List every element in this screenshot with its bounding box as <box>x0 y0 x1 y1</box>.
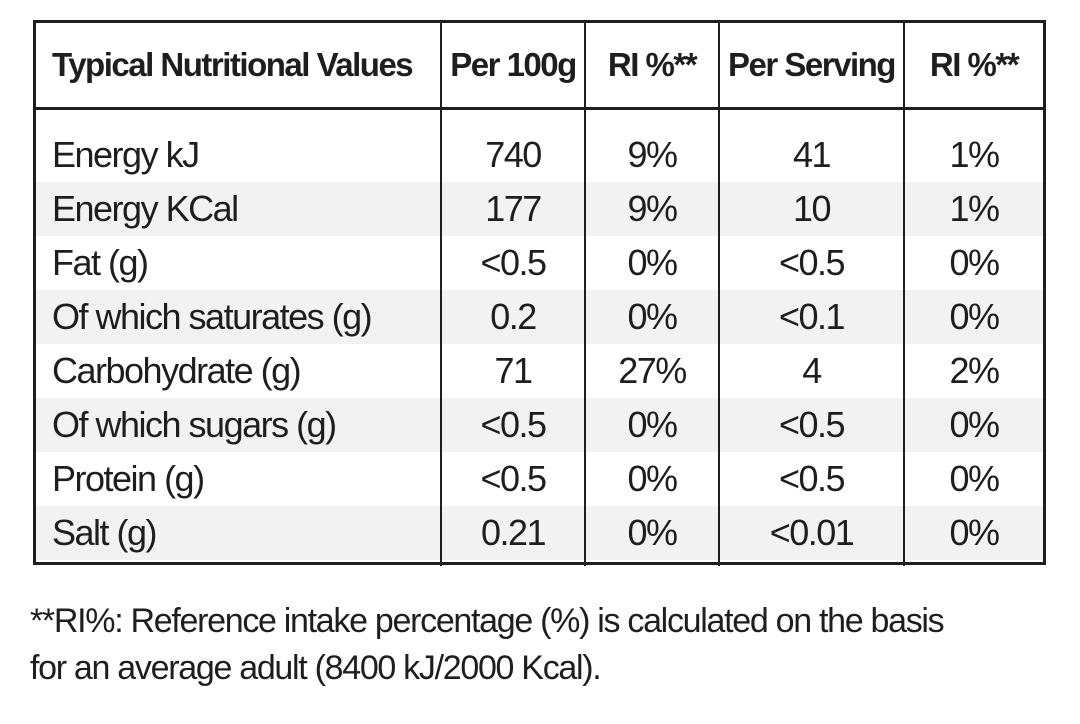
header-nutrient: Typical Nutritional Values <box>36 23 441 110</box>
footnote: **RI%: Reference intake percentage (%) i… <box>30 598 1060 692</box>
header-ri-per-100g: RI %** <box>584 23 719 110</box>
nutrient-name: Salt (g) <box>36 506 441 560</box>
ri-per-serving: 0% <box>903 398 1043 452</box>
nutrient-name: Energy KCal <box>36 182 441 236</box>
header-ri-per-serving: RI %** <box>903 23 1043 110</box>
ri-per-100g: 9% <box>584 128 719 182</box>
value-per-100g: 0.21 <box>440 506 585 560</box>
value-per-serving: <0.5 <box>718 398 904 452</box>
value-per-100g: 740 <box>440 128 585 182</box>
table-spacer-top <box>36 108 1043 128</box>
value-per-serving: <0.5 <box>718 236 904 290</box>
ri-per-serving: 1% <box>903 128 1043 182</box>
value-per-100g: <0.5 <box>440 236 585 290</box>
table-row: Fat (g) <0.5 0% <0.5 0% <box>36 236 1043 290</box>
ri-per-100g: 0% <box>584 236 719 290</box>
value-per-serving: 41 <box>718 128 904 182</box>
ri-per-100g: 0% <box>584 398 719 452</box>
table-header-row: Typical Nutritional Values Per 100g RI %… <box>36 23 1043 110</box>
ri-per-serving: 1% <box>903 182 1043 236</box>
nutrition-table: Typical Nutritional Values Per 100g RI %… <box>36 23 1043 566</box>
value-per-serving: <0.5 <box>718 452 904 506</box>
table-row: Energy kJ 740 9% 41 1% <box>36 128 1043 182</box>
table-row: Protein (g) <0.5 0% <0.5 0% <box>36 452 1043 506</box>
nutrient-name: Fat (g) <box>52 242 149 283</box>
ri-per-100g: 9% <box>584 182 719 236</box>
value-per-100g: 177 <box>440 182 585 236</box>
value-per-serving: <0.1 <box>718 290 904 344</box>
footnote-line-1: **RI%: Reference intake percentage (%) i… <box>30 602 945 640</box>
footnote-line-2: for an average adult (8400 kJ/2000 Kcal)… <box>30 649 602 687</box>
ri-per-serving: 0% <box>903 452 1043 506</box>
value-per-serving: 10 <box>718 182 904 236</box>
value-per-100g: <0.5 <box>440 398 585 452</box>
ri-per-100g: 0% <box>584 290 719 344</box>
table-row: Carbohydrate (g) 71 27% 4 2% <box>36 344 1043 398</box>
value-per-serving: <0.01 <box>718 506 904 560</box>
nutrient-name: Carbohydrate (g) <box>52 350 302 391</box>
nutrient-name: Energy kJ <box>52 134 200 175</box>
value-per-100g: 71 <box>440 344 585 398</box>
nutrient-name: Of which sugars (g) <box>36 398 441 452</box>
table-row: Salt (g) 0.21 0% <0.01 0% <box>36 506 1043 560</box>
nutrient-name: Protein (g) <box>52 458 205 499</box>
value-per-serving: 4 <box>718 344 904 398</box>
ri-per-100g: 27% <box>584 344 719 398</box>
ri-per-serving: 0% <box>903 236 1043 290</box>
ri-per-100g: 0% <box>584 452 719 506</box>
header-per-100g: Per 100g <box>440 23 585 110</box>
table-row: Of which sugars (g) <0.5 0% <0.5 0% <box>36 398 1043 452</box>
nutrition-label: Typical Nutritional Values Per 100g RI %… <box>33 20 1046 566</box>
table-row: Energy KCal 177 9% 10 1% <box>36 182 1043 236</box>
ri-per-serving: 0% <box>903 290 1043 344</box>
nutrient-name: Of which saturates (g) <box>36 290 441 344</box>
value-per-100g: 0.2 <box>440 290 585 344</box>
value-per-100g: <0.5 <box>440 452 585 506</box>
ri-per-serving: 2% <box>903 344 1043 398</box>
table-spacer-bottom <box>36 560 1043 566</box>
header-per-serving: Per Serving <box>718 23 904 110</box>
ri-per-serving: 0% <box>903 506 1043 560</box>
table-row: Of which saturates (g) 0.2 0% <0.1 0% <box>36 290 1043 344</box>
ri-per-100g: 0% <box>584 506 719 560</box>
